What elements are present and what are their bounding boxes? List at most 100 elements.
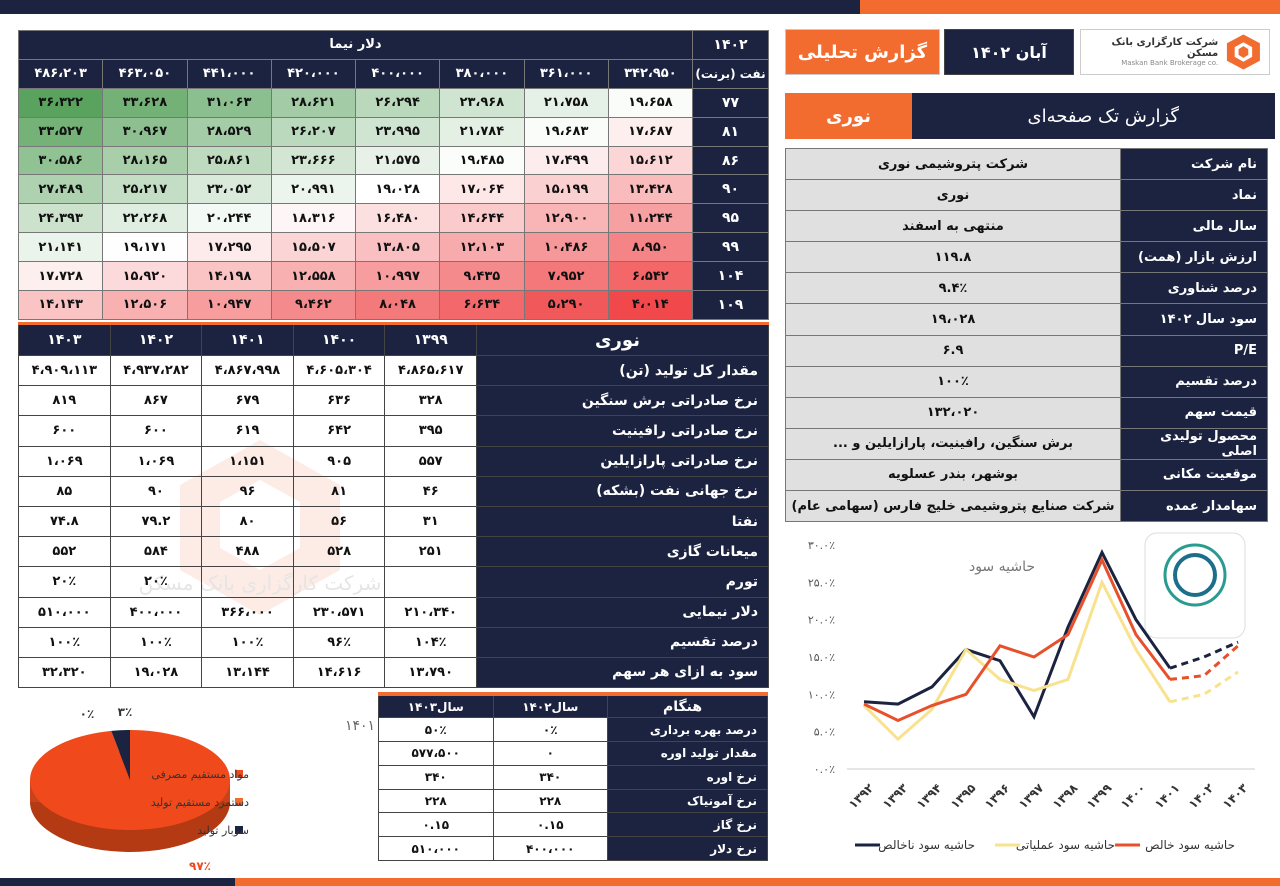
financials-cell: ۶۰۰ bbox=[18, 415, 111, 447]
report-type: گزارش تحلیلی bbox=[785, 29, 940, 75]
sens-cell: ۱۵،۹۲۰ bbox=[102, 261, 188, 292]
sens-oil-price: ۱۰۴ bbox=[692, 261, 769, 292]
pie-slice bbox=[30, 730, 231, 830]
financials-year-header: ۱۴۰۱ bbox=[201, 323, 294, 356]
financials-cell: ۳۲۸ bbox=[384, 385, 477, 417]
sens-cell: ۱۹،۰۲۸ bbox=[354, 174, 441, 205]
report-month: آبان ۱۴۰۲ bbox=[944, 29, 1074, 75]
financials-row: نرخ جهانی نفت (بشکه) ۴۶ ۸۱ ۹۶ ۹۰ ۸۵ bbox=[18, 475, 769, 507]
info-label: درصد شناوری bbox=[1120, 272, 1268, 305]
info-row: ارزش بازار (همت) ۱۱۹.۸ bbox=[785, 241, 1268, 274]
sens-cell: ۹،۴۶۲ bbox=[270, 290, 357, 320]
sens-cell: ۷،۹۵۲ bbox=[523, 261, 609, 292]
sens-cell: ۲۱،۷۵۸ bbox=[523, 87, 609, 118]
financials-cell: ۵۲۸ bbox=[292, 536, 386, 568]
financials-cell: ۴،۸۶۵،۶۱۷ bbox=[384, 354, 477, 387]
single-page-bar: نوری گزارش تک صفحه‌ای bbox=[785, 93, 1275, 139]
sens-oil-price: ۱۰۹ bbox=[692, 290, 769, 320]
info-row: محصول تولیدی اصلی برش سنگین، رافینیت، پار… bbox=[785, 427, 1268, 460]
sens-cell: ۳۰،۹۶۷ bbox=[102, 116, 188, 147]
info-value: بوشهر، بندر عسلویه bbox=[785, 458, 1121, 492]
sens-row: ۸۱ ۱۷،۶۸۷ ۱۹،۶۸۳ ۲۱،۷۸۴ ۲۳،۹۹۵ ۲۶،۲۰۷ ۲۸،۵۲۹ ۳۰… bbox=[17, 116, 769, 147]
pie-legend-label: مواد مستقیم مصرفی bbox=[151, 768, 249, 781]
pie-data-label: ۳٪ bbox=[118, 705, 133, 719]
sens-cell: ۱۷،۴۹۹ bbox=[523, 145, 609, 176]
financials-row: مقدار کل تولید (تن) ۴،۸۶۵،۶۱۷ ۴،۶۰۵،۳۰۴ ۴،۸… bbox=[18, 354, 769, 387]
line-legend-label: حاشیه سود خالص bbox=[1145, 838, 1235, 853]
sens-cell: ۶،۵۴۲ bbox=[607, 261, 694, 292]
line-chart-title: حاشیه سود bbox=[969, 559, 1035, 575]
sens-cell: ۲۶،۲۹۴ bbox=[354, 87, 441, 118]
info-label: موقعیت مکانی bbox=[1120, 458, 1268, 492]
sens-cell: ۱۴،۱۹۸ bbox=[186, 261, 272, 292]
financials-cell: ۱۳،۱۴۴ bbox=[201, 656, 294, 689]
bottom-bar bbox=[0, 878, 1280, 886]
info-label: P/E bbox=[1120, 334, 1268, 367]
sens-cell: ۱۳،۸۰۵ bbox=[354, 232, 441, 263]
financials-cell: ۱۰۴٪ bbox=[384, 626, 477, 658]
logo-subtext: Maskan Bank Brokerage co. bbox=[1121, 59, 1219, 67]
project-cell: ۵۷۷،۵۰۰ bbox=[378, 741, 494, 766]
financials-label: تورم bbox=[476, 566, 769, 598]
sens-cell: ۱۵،۶۱۲ bbox=[607, 145, 694, 176]
line-series bbox=[863, 556, 1172, 723]
pie-legend-swatch bbox=[235, 770, 243, 778]
project-row: درصد بهره برداری ۰٪ ۵۰٪ bbox=[378, 717, 768, 743]
info-row: P/E ۶.۹ bbox=[785, 334, 1268, 367]
sens-row: ۸۶ ۱۵،۶۱۲ ۱۷،۴۹۹ ۱۹،۴۸۵ ۲۱،۵۷۵ ۲۳،۶۶۶ ۲۵،۸۶۱ ۲۸… bbox=[17, 145, 769, 176]
financials-cell: ۶۴۲ bbox=[292, 415, 386, 447]
pie-legend-label: دستمزد مستقیم تولید bbox=[151, 796, 249, 809]
info-label: ارزش بازار (همت) bbox=[1120, 241, 1268, 274]
financials-row: دلار نیمایی ۲۱۰،۳۴۰ ۲۳۰،۵۷۱ ۳۶۶،۰۰۰ ۴۰۰،۰۰۰ ۵… bbox=[18, 596, 769, 628]
pie-data-label: ۰٪ bbox=[80, 707, 95, 721]
financials-cell: ۱۳،۷۹۰ bbox=[384, 656, 477, 689]
sens-cell: ۲۸،۵۲۹ bbox=[186, 116, 272, 147]
sens-col-header: ۳۸۰،۰۰۰ bbox=[439, 58, 525, 89]
sens-oil-price: ۹۰ bbox=[692, 174, 769, 205]
line-legend-label: حاشیه سود ناخالص bbox=[878, 838, 975, 853]
financials-cell: ۱۰۰٪ bbox=[109, 626, 203, 658]
sens-cell: ۵،۲۹۰ bbox=[523, 290, 609, 320]
financials-row: تورم ۲۰٪ ۲۰٪ bbox=[18, 566, 769, 598]
line-series bbox=[863, 549, 1172, 721]
financials-label: نفتا bbox=[476, 505, 769, 538]
financials-cell: ۹۶ bbox=[201, 475, 294, 507]
financials-row: درصد تقسیم ۱۰۴٪ ۹۶٪ ۱۰۰٪ ۱۰۰٪ ۱۰۰٪ bbox=[18, 626, 769, 658]
financials-table: نوری ۱۳۹۹ ۱۴۰۰ ۱۴۰۱ ۱۴۰۲ ۱۴۰۳ مقدار کل تولید… bbox=[18, 322, 769, 689]
financials-cell: ۷۹.۲ bbox=[109, 505, 203, 538]
project-label: نرخ گاز bbox=[607, 812, 768, 838]
project-label: نرخ دلار bbox=[607, 836, 768, 862]
symbol-badge: نوری bbox=[785, 93, 912, 139]
pie-data-label: ۹۷٪ bbox=[189, 859, 211, 873]
sens-cell: ۲۳،۰۵۲ bbox=[186, 174, 272, 205]
financials-label: سود به ازای هر سهم bbox=[476, 656, 769, 689]
sens-row: ۷۷ ۱۹،۶۵۸ ۲۱،۷۵۸ ۲۳،۹۶۸ ۲۶،۲۹۴ ۲۸،۶۲۱ ۳۱،۰۶۳ ۳۳… bbox=[17, 87, 769, 118]
project-cell: ۰.۱۵ bbox=[492, 812, 608, 838]
info-value: ۱۱۹.۸ bbox=[785, 241, 1121, 274]
financials-cell: ۱۹،۰۲۸ bbox=[109, 656, 203, 689]
financials-cell: ۵۱۰،۰۰۰ bbox=[18, 596, 111, 628]
financials-cell: ۳۱ bbox=[384, 505, 477, 538]
sens-cell: ۱۷،۷۲۸ bbox=[17, 261, 104, 292]
company-info-table: نام شرکت شرکت پتروشیمی نوری نماد نوری سال ما… bbox=[785, 147, 1268, 523]
sens-cell: ۴،۰۱۴ bbox=[607, 290, 694, 320]
financials-cell: ۳۹۵ bbox=[384, 415, 477, 447]
y-tick-label: ۱۵.۰٪ bbox=[808, 651, 835, 664]
financials-row: نرخ صادراتی رافینیت ۳۹۵ ۶۴۲ ۶۱۹ ۶۰۰ ۶۰۰ bbox=[18, 415, 769, 447]
info-row: موقعیت مکانی بوشهر، بندر عسلویه bbox=[785, 458, 1268, 492]
financials-cell: ۷۴.۸ bbox=[18, 505, 111, 538]
pie-legend-swatch bbox=[235, 826, 243, 834]
pie-legend-swatch bbox=[235, 798, 243, 806]
sens-cell: ۱۹،۶۵۸ bbox=[607, 87, 694, 118]
logo-text: شرکت کارگزاری بانک مسکن bbox=[1111, 37, 1219, 59]
financials-cell: ۵۵۷ bbox=[384, 445, 477, 477]
financials-cell: ۸۱ bbox=[292, 475, 386, 507]
financials-year-header: ۱۴۰۳ bbox=[18, 323, 111, 356]
sens-cell: ۲۳،۶۶۶ bbox=[270, 145, 357, 176]
financials-cell: ۲۰٪ bbox=[109, 566, 203, 598]
sens-cell: ۱۵،۱۹۹ bbox=[523, 174, 609, 205]
sens-col-header: ۴۲۰،۰۰۰ bbox=[270, 58, 357, 89]
info-row: نام شرکت شرکت پتروشیمی نوری bbox=[785, 147, 1268, 181]
company-logo: شرکت کارگزاری بانک مسکن Maskan Bank Broke… bbox=[1080, 29, 1270, 75]
single-page-title: گزارش تک صفحه‌ای bbox=[912, 93, 1275, 139]
